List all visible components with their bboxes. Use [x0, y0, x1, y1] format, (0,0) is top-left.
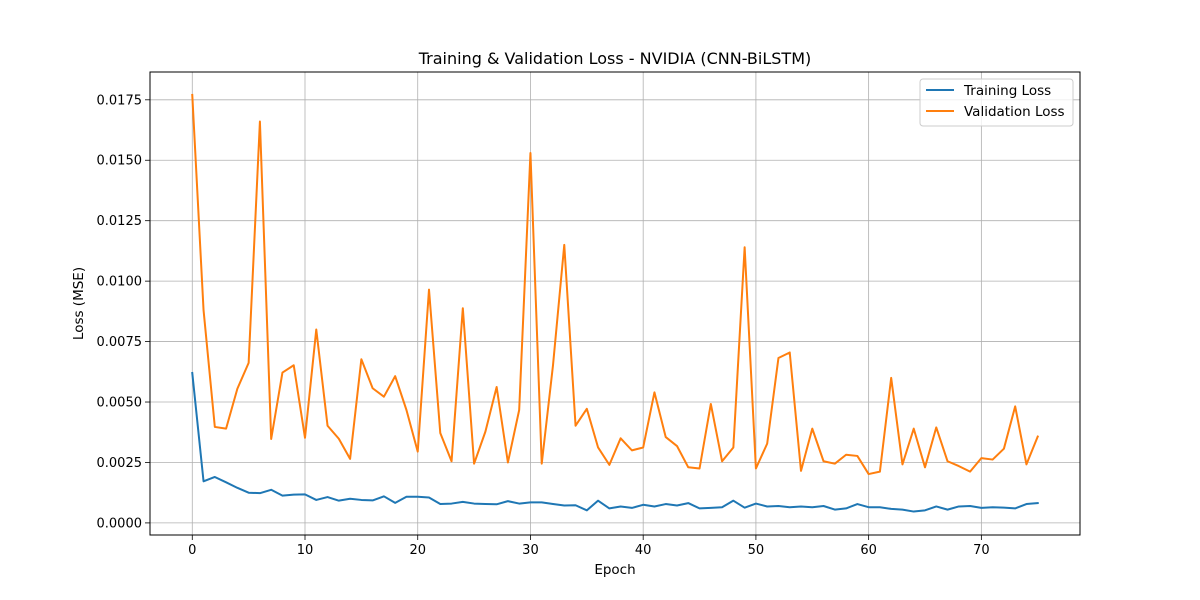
y-axis: 0.0000 0.0025 0.0050 0.0075 0.0100 0.0125 0.01… [97, 93, 150, 531]
y-tick-label: 0.0175 [97, 93, 143, 108]
plot-area [150, 72, 1080, 535]
y-axis-title: Loss (MSE) [71, 267, 87, 340]
y-tick-label: 0.0000 [97, 516, 143, 531]
x-tick-label: 10 [297, 543, 314, 558]
x-axis: 0 10 20 30 40 50 60 70 [188, 535, 990, 558]
x-tick-label: 70 [973, 543, 990, 558]
series-layer [191, 93, 1040, 513]
y-tick-label: 0.0025 [97, 456, 143, 471]
x-tick-label: 60 [860, 543, 877, 558]
legend-box [919, 78, 1074, 127]
legend-label-training: Training Loss [963, 83, 1051, 99]
x-tick-label: 50 [748, 543, 765, 558]
y-tick-label: 0.0100 [97, 275, 143, 290]
plot-frame [149, 71, 1081, 536]
series-line-training-loss [191, 371, 1039, 513]
grid-lines [150, 72, 1080, 535]
y-tick-label: 0.0050 [97, 396, 143, 411]
x-axis-title: Epoch [594, 562, 635, 578]
x-tick-label: 30 [522, 543, 539, 558]
y-tick-label: 0.0150 [97, 154, 143, 169]
y-tick-label: 0.0125 [97, 214, 143, 229]
y-tick-label: 0.0075 [97, 335, 143, 350]
x-tick-label: 20 [409, 543, 426, 558]
x-tick-label: 40 [635, 543, 652, 558]
series-line-validation-loss [191, 93, 1040, 476]
legend-label-validation: Validation Loss [964, 104, 1065, 120]
chart-title: Training & Validation Loss - NVIDIA (CNN… [418, 49, 811, 68]
legend: Training Loss Validation Loss [919, 78, 1074, 127]
x-tick-label: 0 [188, 543, 196, 558]
